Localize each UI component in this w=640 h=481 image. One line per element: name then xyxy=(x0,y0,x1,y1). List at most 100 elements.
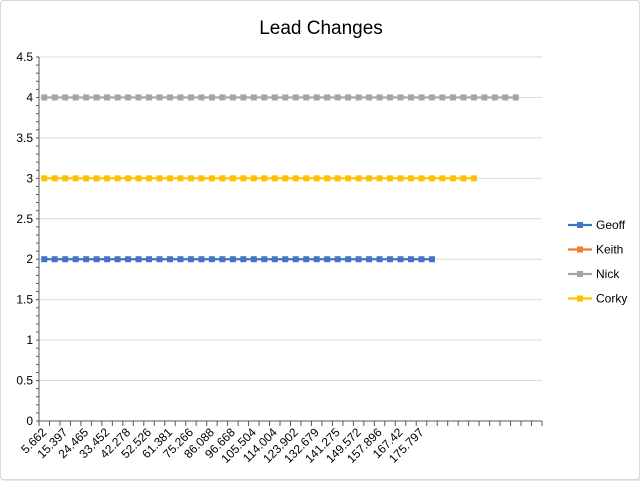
data-point xyxy=(271,94,278,101)
legend-marker xyxy=(577,295,583,302)
data-point xyxy=(271,256,278,263)
legend-item-nick: Nick xyxy=(568,267,620,281)
data-point xyxy=(62,94,69,101)
data-point xyxy=(449,175,456,182)
y-tick-label: 3.5 xyxy=(16,131,33,145)
data-point xyxy=(83,256,90,263)
data-point xyxy=(104,94,111,101)
data-point xyxy=(114,94,121,101)
data-point xyxy=(460,94,467,101)
data-point xyxy=(387,256,394,263)
data-point xyxy=(187,256,194,263)
data-point xyxy=(83,94,90,101)
data-point xyxy=(387,175,394,182)
data-point xyxy=(345,94,352,101)
series-geoff xyxy=(41,256,435,263)
legend-label: Geoff xyxy=(596,218,626,232)
y-tick-label: 1.5 xyxy=(16,293,33,307)
data-point xyxy=(261,175,268,182)
data-point xyxy=(282,175,289,182)
data-point xyxy=(229,94,236,101)
data-point xyxy=(292,175,299,182)
data-point xyxy=(114,256,121,263)
data-point xyxy=(366,175,373,182)
data-point xyxy=(345,256,352,263)
data-point xyxy=(135,175,142,182)
legend: Geoff Keith Nick Corky xyxy=(568,218,627,306)
data-point xyxy=(93,175,100,182)
data-point xyxy=(250,94,257,101)
data-point xyxy=(156,256,163,263)
data-point xyxy=(303,256,310,263)
data-point xyxy=(146,175,153,182)
data-point xyxy=(439,94,446,101)
data-point xyxy=(51,94,58,101)
series-lines xyxy=(41,94,519,263)
data-point xyxy=(187,175,194,182)
data-point xyxy=(62,175,69,182)
legend-marker xyxy=(577,222,583,228)
series-corky xyxy=(41,175,477,182)
y-tick-label: 1 xyxy=(26,333,33,347)
data-point xyxy=(146,256,153,263)
y-tick-label: 4.5 xyxy=(16,50,33,64)
data-point xyxy=(408,94,415,101)
data-point xyxy=(177,94,184,101)
y-tick-label: 0.5 xyxy=(16,374,33,388)
data-point xyxy=(355,175,362,182)
legend-marker xyxy=(577,271,583,277)
y-tick-label: 0 xyxy=(26,414,33,428)
data-point xyxy=(229,256,236,263)
data-point xyxy=(345,175,352,182)
data-point xyxy=(408,175,415,182)
data-point xyxy=(41,175,48,182)
data-point xyxy=(324,256,331,263)
data-point xyxy=(334,256,341,263)
data-point xyxy=(51,175,58,182)
data-point xyxy=(491,94,498,101)
data-point xyxy=(303,175,310,182)
data-point xyxy=(187,94,194,101)
data-point xyxy=(219,256,226,263)
data-point xyxy=(240,256,247,263)
data-point xyxy=(156,94,163,101)
data-point xyxy=(397,175,404,182)
data-point xyxy=(397,94,404,101)
data-point xyxy=(449,94,456,101)
data-point xyxy=(313,94,320,101)
data-point xyxy=(366,94,373,101)
gridlines xyxy=(39,56,542,382)
data-point xyxy=(303,94,310,101)
data-point xyxy=(83,175,90,182)
data-point xyxy=(397,256,404,263)
data-point xyxy=(72,175,79,182)
data-point xyxy=(428,94,435,101)
data-point xyxy=(324,175,331,182)
legend-label: Keith xyxy=(596,243,623,257)
data-point xyxy=(166,256,173,263)
data-point xyxy=(62,256,69,263)
data-point xyxy=(376,94,383,101)
data-point xyxy=(355,94,362,101)
data-point xyxy=(208,256,215,263)
data-point xyxy=(292,256,299,263)
data-point xyxy=(219,94,226,101)
data-point xyxy=(250,256,257,263)
data-point xyxy=(366,256,373,263)
data-point xyxy=(418,175,425,182)
data-point xyxy=(418,94,425,101)
data-point xyxy=(387,94,394,101)
data-point xyxy=(125,94,132,101)
data-point xyxy=(261,94,268,101)
data-point xyxy=(198,256,205,263)
data-point xyxy=(104,256,111,263)
data-point xyxy=(282,94,289,101)
data-point xyxy=(334,175,341,182)
data-point xyxy=(282,256,289,263)
data-point xyxy=(156,175,163,182)
data-point xyxy=(208,175,215,182)
data-point xyxy=(240,94,247,101)
data-point xyxy=(146,94,153,101)
